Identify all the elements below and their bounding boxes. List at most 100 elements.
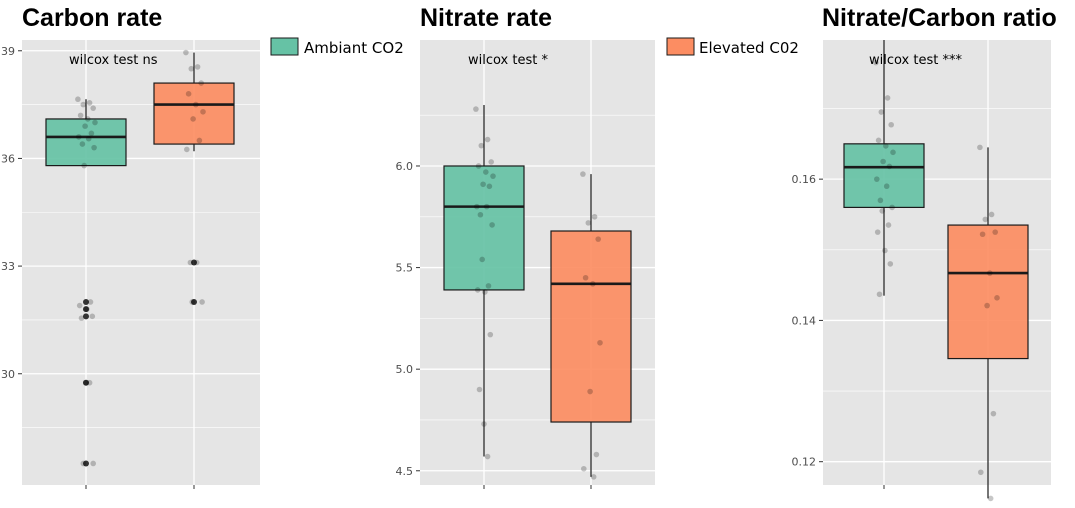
box-iqr — [443, 165, 525, 291]
y-tick-label: 6.0 — [396, 160, 414, 173]
data-point — [880, 158, 886, 165]
data-point — [984, 302, 990, 309]
panel-nitrate-rate: 4.5 5.0 5.5 6.0 wilcox test * Nitrate rate — [396, 4, 655, 489]
data-point — [79, 141, 86, 147]
data-point — [183, 49, 189, 56]
box-ambient — [843, 40, 925, 298]
data-point — [84, 306, 90, 312]
legend-swatch-elevated — [666, 37, 695, 56]
y-tick-label: 0.14 — [792, 314, 817, 327]
data-point — [875, 137, 882, 144]
outlier-point — [191, 259, 197, 266]
y-tick-label: 4.5 — [396, 465, 414, 478]
data-point — [196, 137, 203, 144]
data-point — [877, 197, 884, 204]
data-point — [194, 64, 201, 70]
data-point — [185, 91, 192, 97]
data-point — [474, 203, 480, 210]
data-point — [92, 119, 98, 126]
data-point — [77, 112, 84, 119]
data-point — [78, 315, 85, 321]
y-tick-label: 39 — [1, 45, 15, 58]
data-point — [582, 274, 589, 281]
data-point — [978, 469, 984, 476]
data-point — [873, 59, 879, 66]
annotation: wilcox test *** — [869, 53, 962, 68]
data-point — [483, 169, 489, 175]
box-iqr — [843, 143, 925, 209]
data-point — [883, 183, 890, 190]
data-point — [883, 143, 889, 149]
y-tick-label: 30 — [1, 368, 15, 381]
data-point — [189, 299, 195, 305]
data-point — [886, 163, 893, 170]
data-point — [988, 211, 995, 218]
y-tick-label: 0.12 — [792, 456, 817, 469]
legend-entry-ambient: Ambiant CO2 — [270, 37, 404, 57]
data-point — [585, 220, 592, 226]
outlier-point — [83, 298, 89, 305]
data-point — [593, 451, 600, 458]
outlier-point — [83, 313, 89, 320]
data-point — [198, 80, 204, 86]
annotation: wilcox test ns — [69, 53, 158, 68]
data-point — [597, 339, 603, 346]
data-point — [482, 289, 488, 295]
box-ambient — [443, 105, 525, 460]
panel-nitrate-carbon-ratio: 0.12 0.14 0.16 wilcox test *** Nitrate/Carbo… — [792, 4, 1057, 502]
panel-title: Nitrate rate — [420, 4, 552, 32]
data-point — [473, 106, 479, 112]
panel-title: Nitrate/Carbon ratio — [822, 4, 1057, 32]
outlier-point — [83, 460, 89, 467]
data-point — [200, 108, 206, 115]
data-point — [580, 171, 586, 177]
data-point — [595, 236, 601, 242]
outlier-point — [83, 306, 89, 313]
data-point — [977, 144, 983, 151]
legend: Ambiant CO2 Elevated C02 — [270, 37, 799, 57]
data-point — [876, 291, 883, 298]
data-point — [882, 247, 888, 254]
data-point — [590, 474, 597, 480]
data-point — [86, 379, 93, 386]
data-point — [90, 460, 96, 467]
data-point — [487, 331, 494, 338]
data-point — [994, 295, 1000, 301]
data-point — [478, 142, 485, 149]
data-point — [76, 302, 83, 309]
data-point — [476, 386, 483, 393]
panel-carbon-rate: 30 33 36 39 wilcox test ns Carbon rate — [1, 4, 260, 489]
data-point — [480, 181, 486, 188]
legend-label-elevated: Elevated C02 — [699, 39, 799, 57]
data-point — [474, 287, 481, 293]
box-elevated — [550, 171, 632, 480]
data-point — [479, 256, 486, 263]
data-point — [188, 65, 195, 72]
box-elevated — [153, 49, 235, 305]
data-point — [874, 229, 881, 235]
data-point — [486, 183, 493, 190]
data-point — [591, 213, 598, 220]
data-point — [887, 261, 894, 267]
data-point — [489, 222, 495, 228]
data-point — [884, 95, 891, 101]
data-point — [199, 299, 205, 305]
data-point — [484, 453, 491, 460]
data-point — [187, 259, 194, 266]
data-point — [82, 123, 88, 129]
data-point — [85, 135, 92, 142]
outlier-point — [83, 379, 89, 386]
box-iqr — [550, 230, 632, 423]
data-point — [982, 216, 989, 223]
data-point — [86, 100, 93, 106]
data-point — [475, 163, 482, 169]
data-point — [88, 130, 95, 137]
data-point — [888, 121, 894, 128]
box-ambient — [45, 96, 127, 467]
data-point — [889, 204, 895, 211]
panel-title: Carbon rate — [22, 4, 162, 32]
data-point — [481, 421, 487, 427]
data-point — [80, 460, 87, 467]
data-point — [879, 208, 885, 214]
